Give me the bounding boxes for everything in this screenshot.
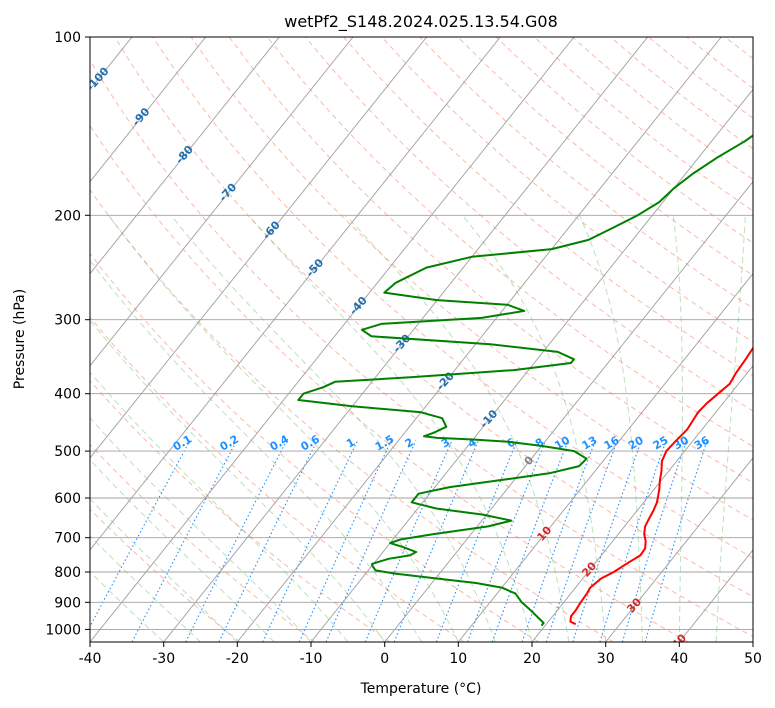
dry-adiabat-line: [419, 37, 753, 309]
moist-adiabat-line: [715, 215, 746, 642]
y-tick-label: 700: [54, 531, 81, 547]
dewpoint-profile-line: [297, 134, 753, 627]
moist-adiabat-line: [170, 214, 496, 642]
isotherm-line: [752, 641, 753, 642]
dry-adiabat-line: [343, 37, 753, 377]
x-tick-label: 0: [380, 651, 389, 667]
isotherm-label: 40: [669, 631, 689, 651]
mixing-ratio-line: [364, 440, 453, 642]
y-tick-label: 500: [54, 444, 81, 460]
isotherm-line: [90, 37, 501, 551]
dry-adiabat-line: [152, 37, 753, 559]
moist-adiabat-line: [108, 215, 459, 642]
series-group: [297, 134, 753, 627]
x-tick-label: 40: [670, 651, 688, 667]
y-axis-title: Pressure (hPa): [12, 289, 28, 389]
y-tick-label: 600: [54, 491, 81, 507]
mixing-ratio-line: [521, 440, 596, 642]
y-tick-label: 800: [54, 565, 81, 581]
isotherm-line: [531, 365, 753, 642]
y-tick-label: 1000: [45, 622, 81, 638]
temperature-profile-line: [569, 346, 753, 626]
isotherm-line: [90, 37, 280, 275]
y-tick-label: 100: [54, 30, 81, 46]
mixing-ratio-line: [298, 440, 392, 642]
moist-adiabat-line: [90, 498, 238, 642]
mixing-ratio-line: [218, 440, 318, 642]
mixing-ratio-line: [545, 440, 618, 642]
x-axis: -40 -30 -20 -10 0 10 20 30 40 50: [79, 642, 762, 667]
x-tick-label: -30: [152, 651, 175, 667]
moist-adiabat-line: [90, 259, 422, 642]
moist-adiabat-line: [90, 571, 165, 642]
isotherm-line: [90, 37, 428, 459]
dry-adiabat-line: [90, 508, 241, 642]
isotherm-line: [90, 37, 575, 642]
y-axis: 100 200 300 400 500 600 700 800 900 1000: [45, 30, 90, 638]
dry-adiabat-line: [90, 252, 540, 642]
isotherm-line: [605, 457, 753, 642]
moist-adiabat-line: [345, 214, 570, 642]
moist-adiabat-line: [90, 319, 386, 642]
dry-adiabat-line: [90, 316, 465, 642]
dry-adiabat-line: [114, 37, 753, 598]
x-tick-label: -40: [79, 651, 102, 667]
moist-adiabat-line: [248, 214, 533, 642]
mixing-ratio-line: [90, 440, 191, 628]
mixing-ratio-line: [325, 440, 417, 642]
moist-adiabat-line: [90, 535, 201, 642]
dry-adiabat-line: [190, 37, 753, 521]
isotherm-line: [384, 180, 753, 642]
x-tick-label: -20: [226, 651, 249, 667]
dry-adiabat-line: [763, 37, 775, 642]
dry-adiabat-line: [90, 189, 614, 642]
dry-adiabat-line: [90, 124, 689, 642]
x-tick-label: 20: [523, 651, 541, 667]
isotherm-line: [236, 37, 722, 642]
isotherm-line: [90, 37, 354, 367]
dry-adiabat-line: [90, 379, 390, 642]
chart-title: wetPf2_S148.2024.025.13.54.G08: [284, 12, 558, 32]
y-tick-label: 200: [54, 208, 81, 224]
grid-lines: [0, 37, 753, 642]
moist-adiabat-line: [90, 417, 312, 642]
mixing-ratio-line: [491, 440, 569, 642]
isotherm-line: [310, 88, 753, 642]
plot-frame: [89, 36, 754, 643]
x-tick-label: 50: [744, 651, 762, 667]
dry-adiabat-line: [266, 37, 753, 448]
y-tick-label: 300: [54, 313, 81, 329]
x-tick-label: 30: [597, 651, 615, 667]
mixing-ratio-line: [185, 440, 287, 642]
mixing-ratio-line: [644, 440, 708, 642]
isotherm-line: [0, 37, 58, 642]
isotherm-line: [90, 37, 207, 183]
x-axis-title: Temperature (°C): [360, 681, 482, 697]
isotherm-line: [457, 272, 753, 642]
mixing-ratio-line: [393, 440, 479, 642]
x-tick-label: 10: [449, 651, 467, 667]
x-tick-label: -10: [300, 651, 323, 667]
dry-adiabat-line: [228, 37, 753, 484]
moist-adiabat-line: [90, 371, 349, 642]
mixing-ratio-line: [621, 440, 687, 642]
y-tick-label: 400: [54, 387, 81, 403]
moist-adiabat-line: [672, 215, 683, 642]
moist-adiabat-line: [462, 214, 607, 642]
y-tick-label: 900: [54, 595, 81, 611]
mixing-ratio-line: [599, 440, 667, 642]
moist-adiabat-line: [578, 215, 643, 642]
